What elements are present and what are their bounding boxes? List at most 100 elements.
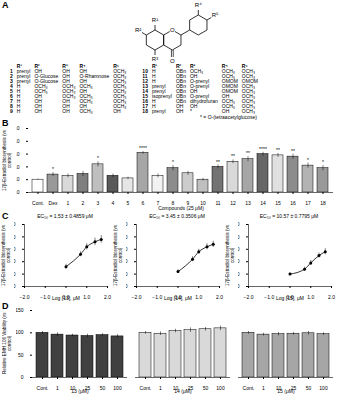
svg-text:*: * xyxy=(322,159,324,165)
svg-text:1: 1 xyxy=(262,385,265,391)
svg-text:****: **** xyxy=(139,145,147,151)
svg-text:*: * xyxy=(172,159,174,165)
svg-text:15: 15 xyxy=(275,200,281,206)
svg-text:50: 50 xyxy=(100,385,106,391)
svg-text:R⁴: R⁴ xyxy=(195,2,202,8)
svg-text:100: 100 xyxy=(113,385,122,391)
svg-text:−2.0: −2.0 xyxy=(244,294,254,300)
svg-text:2.0: 2.0 xyxy=(104,294,111,300)
svg-text:Cont.: Cont. xyxy=(32,200,44,206)
svg-text:4: 4 xyxy=(112,200,115,206)
svg-text:Cont.: Cont. xyxy=(140,385,152,391)
svg-text:*: * xyxy=(307,157,309,163)
svg-text:2.0: 2.0 xyxy=(238,258,240,264)
svg-text:**: ** xyxy=(246,150,250,156)
svg-text:5.0: 5.0 xyxy=(14,221,16,227)
svg-text:1.0: 1.0 xyxy=(16,176,20,182)
svg-text:Cont.: Cont. xyxy=(243,385,255,391)
svg-text:−1.0: −1.0 xyxy=(264,294,274,300)
svg-text:4.0: 4.0 xyxy=(238,234,240,240)
svg-text:R²: R² xyxy=(135,27,141,33)
svg-text:1: 1 xyxy=(56,385,59,391)
svg-text:O: O xyxy=(170,27,175,33)
svg-text:1.0: 1.0 xyxy=(126,271,128,277)
svg-text:100: 100 xyxy=(319,385,328,391)
svg-text:12: 12 xyxy=(230,200,236,206)
svg-text:Log [13], μM: Log [13], μM xyxy=(52,295,80,301)
svg-text:13 (μM): 13 (μM) xyxy=(71,388,89,394)
html-text:17β-Estradiol biosynthesis (vs: 17β-Estradiol biosynthesis (vs control) xyxy=(225,224,235,286)
svg-text:2.0: 2.0 xyxy=(216,294,223,300)
svg-text:Dex: Dex xyxy=(49,200,58,206)
svg-text:5.0: 5.0 xyxy=(16,125,20,131)
svg-text:18: 18 xyxy=(320,200,326,206)
svg-text:**: ** xyxy=(216,159,220,165)
svg-text:1.0: 1.0 xyxy=(307,294,314,300)
svg-text:*: * xyxy=(97,155,99,161)
svg-text:**: ** xyxy=(231,153,235,159)
svg-text:O: O xyxy=(170,58,175,64)
svg-text:0.0: 0.0 xyxy=(16,189,20,195)
svg-text:5: 5 xyxy=(127,200,130,206)
svg-text:16: 16 xyxy=(290,200,296,206)
svg-text:Log [14], μM: Log [14], μM xyxy=(164,295,192,301)
svg-text:**: ** xyxy=(291,148,295,154)
svg-text:Cont.: Cont. xyxy=(37,385,49,391)
html-text:17β-Estradiol biosynthesis (vs: 17β-Estradiol biosynthesis (vs control) xyxy=(1,224,11,286)
svg-text:14 (μM): 14 (μM) xyxy=(174,388,192,394)
svg-text:5.0: 5.0 xyxy=(238,221,240,227)
svg-text:2.0: 2.0 xyxy=(16,164,20,170)
svg-text:1.0: 1.0 xyxy=(195,294,202,300)
svg-text:50: 50 xyxy=(306,385,312,391)
svg-text:0: 0 xyxy=(21,374,24,380)
svg-text:1.0: 1.0 xyxy=(238,271,240,277)
svg-text:11: 11 xyxy=(215,200,220,206)
svg-text:3.0: 3.0 xyxy=(14,246,16,252)
svg-text:6: 6 xyxy=(142,200,145,206)
svg-text:−2.0: −2.0 xyxy=(20,294,30,300)
svg-text:2.0: 2.0 xyxy=(126,258,128,264)
svg-text:2: 2 xyxy=(82,200,85,206)
svg-text:4.0: 4.0 xyxy=(126,234,128,240)
svg-text:1.0: 1.0 xyxy=(14,271,16,277)
svg-text:50: 50 xyxy=(203,385,209,391)
svg-text:14: 14 xyxy=(260,200,266,206)
svg-text:−1.0: −1.0 xyxy=(40,294,50,300)
svg-text:150: 150 xyxy=(16,307,24,313)
svg-text:1: 1 xyxy=(67,200,70,206)
svg-text:3.0: 3.0 xyxy=(238,246,240,252)
svg-text:−2.0: −2.0 xyxy=(132,294,142,300)
svg-text:4.0: 4.0 xyxy=(16,138,20,144)
svg-text:1.0: 1.0 xyxy=(83,294,90,300)
svg-text:3.0: 3.0 xyxy=(126,246,128,252)
svg-text:0.0: 0.0 xyxy=(238,283,240,289)
svg-text:17: 17 xyxy=(305,200,311,206)
svg-text:100: 100 xyxy=(216,385,225,391)
svg-text:2.0: 2.0 xyxy=(328,294,335,300)
html-text:A: A xyxy=(2,0,9,10)
svg-text:−1.0: −1.0 xyxy=(152,294,162,300)
svg-text:R¹: R¹ xyxy=(152,17,158,23)
svg-text:*: * xyxy=(52,166,54,172)
svg-text:1: 1 xyxy=(159,385,162,391)
svg-text:Log [15], μM: Log [15], μM xyxy=(276,295,304,301)
svg-text:4.0: 4.0 xyxy=(14,234,16,240)
svg-text:13: 13 xyxy=(245,200,251,206)
svg-text:100: 100 xyxy=(16,329,24,335)
html-text:Relative EMH 106 Viability (vs: Relative EMH 106 Viability (vs control) xyxy=(2,312,12,375)
svg-text:0.0: 0.0 xyxy=(126,283,128,289)
svg-text:2.0: 2.0 xyxy=(14,258,16,264)
svg-text:3.0: 3.0 xyxy=(16,151,20,157)
svg-text:0.0: 0.0 xyxy=(14,283,16,289)
html-text:17β-Estradiol biosynthesis (vs: 17β-Estradiol biosynthesis (vs control) xyxy=(2,129,12,191)
svg-text:R⁵: R⁵ xyxy=(212,12,219,18)
svg-text:50: 50 xyxy=(18,352,24,358)
svg-text:15 (μM): 15 (μM) xyxy=(277,388,295,394)
svg-text:5.0: 5.0 xyxy=(126,221,128,227)
svg-text:R³: R³ xyxy=(152,56,158,62)
svg-text:**: ** xyxy=(276,147,280,153)
svg-text:****: **** xyxy=(259,146,267,152)
svg-text:Compounds (25 μM): Compounds (25 μM) xyxy=(158,205,204,211)
svg-text:3: 3 xyxy=(97,200,100,206)
html-text:17β-Estradiol biosynthesis (vs: 17β-Estradiol biosynthesis (vs control) xyxy=(113,224,123,286)
